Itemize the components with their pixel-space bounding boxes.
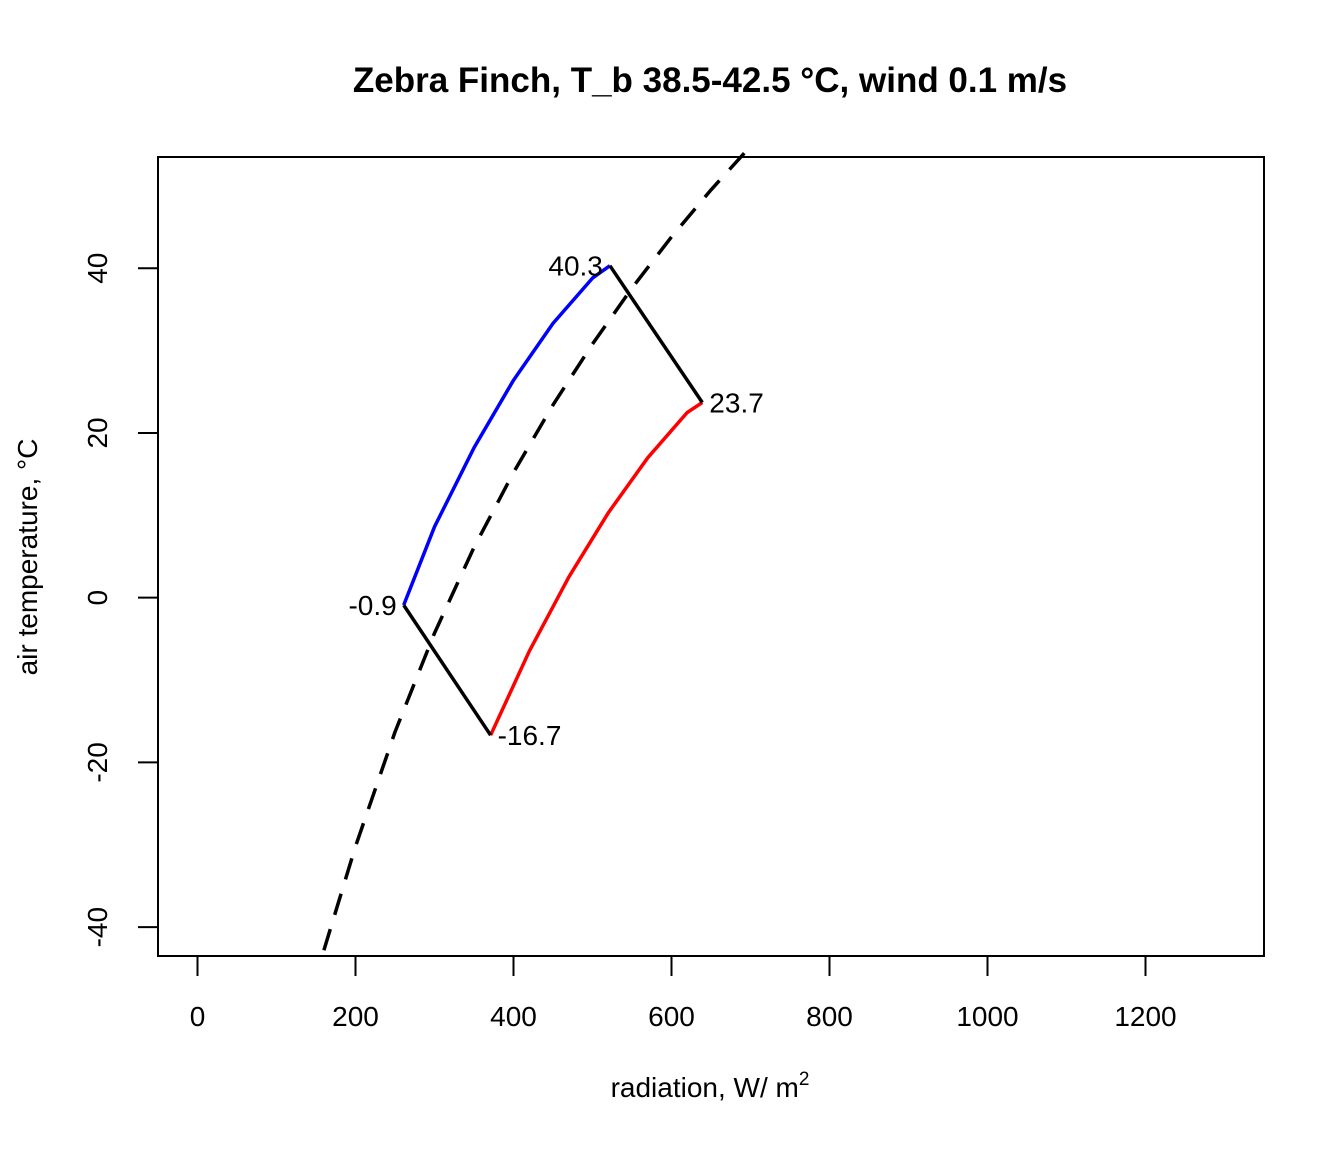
y-axis: -40 -20 0 20 40 [82,253,159,947]
series-line-1 [489,401,704,736]
x-axis-label: radiation, W/ m2 [611,1069,810,1103]
y-tick-label-3: 20 [82,417,113,448]
x-tick-label-4: 800 [806,1001,853,1032]
x-tick-label-5: 1000 [956,1001,1018,1032]
y-tick-label-0: -40 [82,907,113,947]
point-label-0: 40.3 [548,251,603,282]
y-tick-label-4: 40 [82,253,113,284]
x-tick-label-2: 400 [490,1001,537,1032]
y-tick-label-2: 0 [82,590,113,606]
series-layer [322,145,752,951]
series-line-0 [402,264,611,606]
point-label-3: -16.7 [498,720,562,751]
annotation-layer: 40.3 23.7 -0.9 -16.7 [348,251,763,752]
x-tick-label-0: 0 [190,1001,206,1032]
x-tick-label-6: 1200 [1114,1001,1176,1032]
y-tick-label-1: -20 [82,742,113,782]
y-axis-label: air temperature, °C [12,439,43,676]
series-line-4 [322,145,752,951]
chart-title: Zebra Finch, T_b 38.5-42.5 °C, wind 0.1 … [353,61,1067,100]
point-label-1: 23.7 [709,387,764,418]
x-tick-label-1: 200 [332,1001,379,1032]
x-axis-label-text: radiation, W/ m [611,1072,799,1103]
x-axis: 0 200 400 600 800 1000 1200 [190,955,1177,1032]
plot-frame [157,156,1265,957]
series-line-2 [608,264,704,404]
series-line-3 [402,604,493,737]
x-axis-label-superscript: 2 [799,1069,810,1090]
x-tick-label-3: 600 [648,1001,695,1032]
point-label-2: -0.9 [348,590,396,621]
